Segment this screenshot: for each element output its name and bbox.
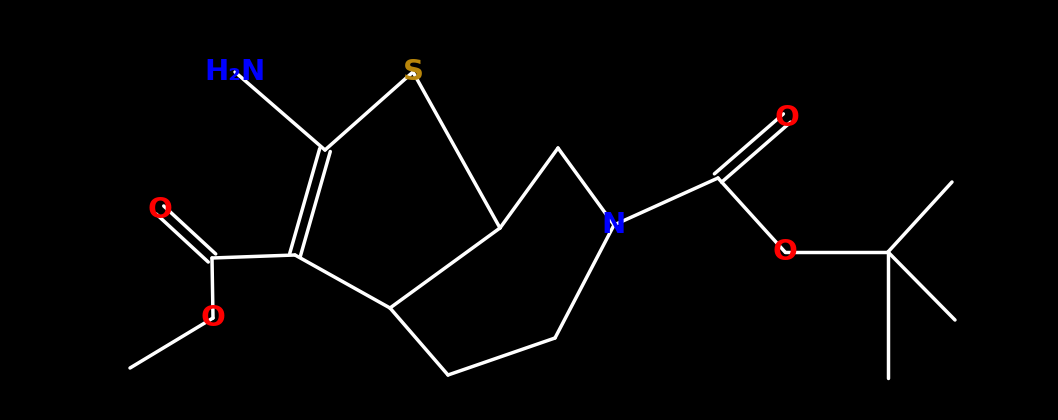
Text: O: O bbox=[201, 304, 225, 332]
Text: O: O bbox=[772, 238, 798, 266]
Text: N: N bbox=[602, 211, 626, 239]
Text: O: O bbox=[774, 104, 800, 132]
Text: O: O bbox=[147, 196, 172, 224]
Text: S: S bbox=[402, 58, 423, 86]
Text: H₂N: H₂N bbox=[204, 58, 266, 86]
